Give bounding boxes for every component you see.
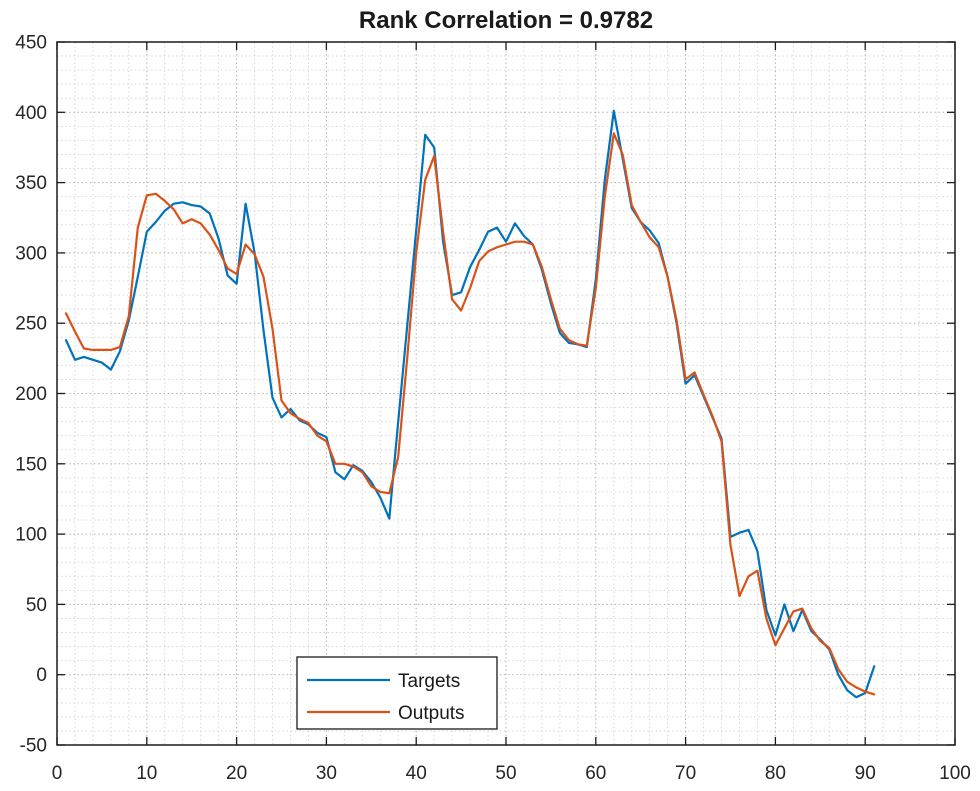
y-tick-label: 100 [15, 525, 47, 546]
x-tick-label: 50 [495, 763, 516, 784]
y-tick-label: 200 [15, 384, 47, 405]
x-tick-label: 70 [675, 763, 696, 784]
y-tick-label: 350 [15, 173, 47, 194]
y-tick-label: 50 [26, 595, 47, 616]
y-tick-label: -50 [20, 736, 47, 757]
x-tick-label: 20 [226, 763, 247, 784]
legend-box [296, 656, 498, 730]
legend: Targets Outputs [296, 656, 498, 730]
x-tick-label: 90 [855, 763, 876, 784]
tick-labels: 0 10 20 30 40 50 60 70 80 90 100-50050100150200250… [15, 33, 971, 785]
x-tick-label: 40 [406, 763, 427, 784]
y-tick-label: 300 [15, 243, 47, 264]
x-tick-label: 0 [52, 763, 63, 784]
legend-label-targets: Targets [398, 671, 460, 692]
chart-title: Rank Correlation = 0.9782 [359, 7, 653, 34]
y-tick-label: 250 [15, 314, 47, 335]
x-tick-label: 30 [316, 763, 337, 784]
y-tick-label: 0 [36, 665, 47, 686]
legend-label-outputs: Outputs [398, 703, 465, 724]
axes-box [56, 41, 956, 746]
targets-line [64, 109, 876, 699]
outputs-line [64, 132, 876, 696]
y-tick-label: 150 [15, 454, 47, 475]
x-tick-label: 100 [939, 763, 971, 784]
x-tick-label: 60 [585, 763, 606, 784]
series-group [64, 109, 876, 699]
y-tick-label: 400 [15, 103, 47, 124]
y-tick-label: 450 [15, 33, 47, 54]
x-tick-label: 10 [136, 763, 157, 784]
x-tick-label: 80 [765, 763, 786, 784]
